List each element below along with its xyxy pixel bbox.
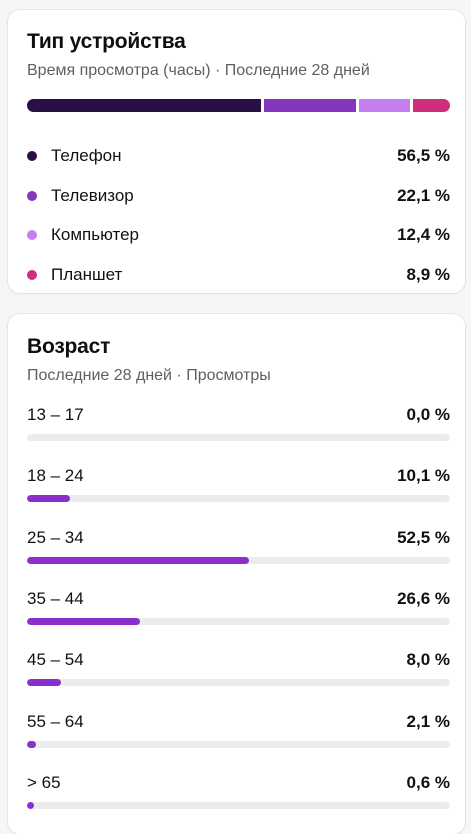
age-bar (27, 801, 34, 809)
age-value-label: 0,6 % (406, 772, 450, 792)
age-value-label: 8,0 % (406, 650, 450, 670)
age-row: 18 – 24 10,1 % (27, 466, 450, 506)
device-legend-label: Телефон (51, 146, 122, 165)
age-category-label: > 65 (27, 772, 61, 792)
age-bar-track (27, 679, 450, 687)
age-category-label: 55 – 64 (27, 711, 84, 731)
age-bar-track (27, 556, 450, 564)
age-value-label: 2,1 % (406, 711, 450, 731)
age-category-label: 18 – 24 (27, 466, 84, 486)
legend-dot-icon (27, 190, 37, 201)
device-legend-label: Планшет (51, 264, 123, 284)
age-bar-track (27, 801, 450, 809)
device-legend-label: Телевизор (51, 185, 134, 205)
legend-dot-icon (27, 269, 37, 280)
age-bar (27, 495, 70, 503)
age-row: 13 – 17 0,0 % (27, 405, 450, 445)
device-bar-segment-2 (358, 99, 411, 112)
device-legend-item: Телефон 56,5 % (27, 145, 450, 167)
device-legend-value: 56,5 % (397, 146, 450, 165)
age-value-label: 26,6 % (397, 588, 450, 608)
age-subtitle: Последние 28 дней · Просмотры (27, 367, 271, 384)
device-legend-item: Телевизор 22,1 % (27, 185, 450, 207)
age-row: 55 – 64 2,1 % (27, 712, 450, 752)
device-type-title: Тип устройства (27, 30, 186, 53)
device-stacked-bar (27, 99, 450, 112)
device-legend-value: 12,4 % (397, 225, 450, 244)
age-bar (27, 556, 250, 564)
device-legend-label: Компьютер (51, 225, 139, 244)
device-legend-item: Компьютер 12,4 % (27, 224, 450, 246)
age-value-label: 52,5 % (397, 527, 450, 547)
device-bar-segment-1 (264, 99, 356, 112)
age-row: 35 – 44 26,6 % (27, 589, 450, 629)
device-legend-value: 22,1 % (397, 185, 450, 205)
age-title: Возраст (27, 335, 111, 358)
age-card: Возраст Последние 28 дней · Просмотры 13… (8, 314, 465, 834)
age-category-label: 35 – 44 (27, 588, 84, 608)
device-bar-segment-0 (27, 99, 262, 112)
age-category-label: 13 – 17 (27, 405, 84, 424)
device-type-subtitle: Время просмотра (часы) · Последние 28 дн… (27, 62, 370, 79)
age-category-label: 45 – 54 (27, 650, 84, 670)
age-value-label: 10,1 % (397, 466, 450, 486)
age-bar (27, 617, 140, 625)
age-bar-track (27, 495, 450, 503)
age-bar-track (27, 434, 450, 441)
age-bar-track (27, 617, 450, 625)
age-row: > 65 0,6 % (27, 773, 450, 813)
age-bar-track (27, 740, 450, 748)
device-type-card: Тип устройства Время просмотра (часы) · … (8, 10, 465, 293)
age-bar (27, 679, 61, 687)
device-legend-value: 8,9 % (406, 264, 450, 284)
age-row: 25 – 34 52,5 % (27, 528, 450, 568)
legend-dot-icon (27, 230, 37, 240)
device-bar-segment-3 (413, 99, 450, 112)
age-bar (27, 740, 36, 748)
device-legend-item: Планшет 8,9 % (27, 264, 450, 286)
age-category-label: 25 – 34 (27, 527, 84, 547)
legend-dot-icon (27, 151, 37, 161)
age-value-label: 0,0 % (406, 405, 450, 424)
age-row: 45 – 54 8,0 % (27, 650, 450, 690)
